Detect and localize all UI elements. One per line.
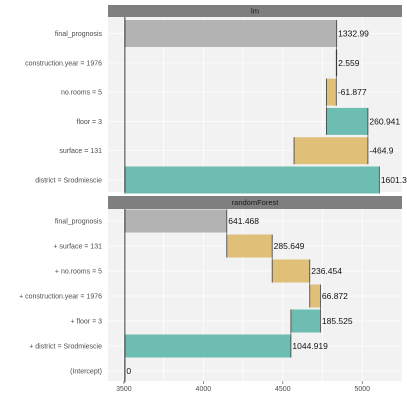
x-tick-label: 4000: [196, 386, 212, 393]
bar-5: [290, 309, 321, 333]
facet-panel-2: randomForest final_prognosis 641.468 + surf…: [19, 196, 403, 383]
value-label: 260.941: [369, 116, 400, 126]
x-tick-label: 4500: [275, 386, 291, 393]
bar-1: [124, 209, 227, 233]
bar-2: [226, 234, 273, 258]
value-label: 236.454: [311, 266, 342, 276]
category-label: district = Srodmiescie: [35, 178, 102, 185]
bar-4: [326, 107, 368, 135]
x-tick-label: 3500: [116, 386, 132, 393]
value-label: 2.559: [338, 58, 360, 68]
bar-3: [326, 78, 337, 106]
value-label: 185.525: [322, 316, 353, 326]
category-label: final_prognosis: [55, 219, 103, 226]
bar-5: [294, 137, 368, 165]
x-tick-label: 5000: [354, 386, 370, 393]
bar-6: [124, 166, 380, 194]
value-label: 1332.99: [338, 29, 369, 39]
category-label: final_prognosis: [55, 31, 103, 38]
category-label: + floor = 3: [70, 319, 102, 326]
category-label: + construction.year = 1976: [19, 294, 102, 301]
facet-strip: [108, 196, 402, 209]
facet-title: randomForest: [232, 198, 280, 207]
facet-panel-1: lm final_prognosis 1332.99 construction.yea…: [25, 5, 407, 194]
bar-3: [272, 259, 310, 283]
category-label: + no.rooms = 5: [55, 269, 102, 276]
category-label: (Intercept): [70, 369, 102, 376]
value-label: -61.877: [338, 87, 367, 97]
value-label: -464.9: [369, 146, 393, 156]
category-label: floor = 3: [77, 119, 103, 126]
value-label: 641.468: [228, 216, 259, 226]
value-label: 66.872: [322, 291, 348, 301]
category-label: + surface = 131: [53, 244, 102, 251]
facet-title: lm: [251, 7, 259, 16]
value-label: 0: [126, 366, 131, 376]
value-label: 1601.3: [381, 175, 407, 185]
facet-strip: [108, 5, 402, 17]
category-label: construction.year = 1976: [25, 60, 102, 67]
bar-4: [309, 284, 321, 308]
bar-6: [124, 334, 291, 358]
bar-1: [124, 20, 337, 47]
value-label: 285.649: [274, 241, 305, 251]
category-label: + district = Srodmiescie: [29, 344, 102, 351]
value-label: 1044.919: [292, 341, 328, 351]
category-label: no.rooms = 5: [61, 90, 102, 97]
category-label: surface = 131: [59, 148, 102, 155]
